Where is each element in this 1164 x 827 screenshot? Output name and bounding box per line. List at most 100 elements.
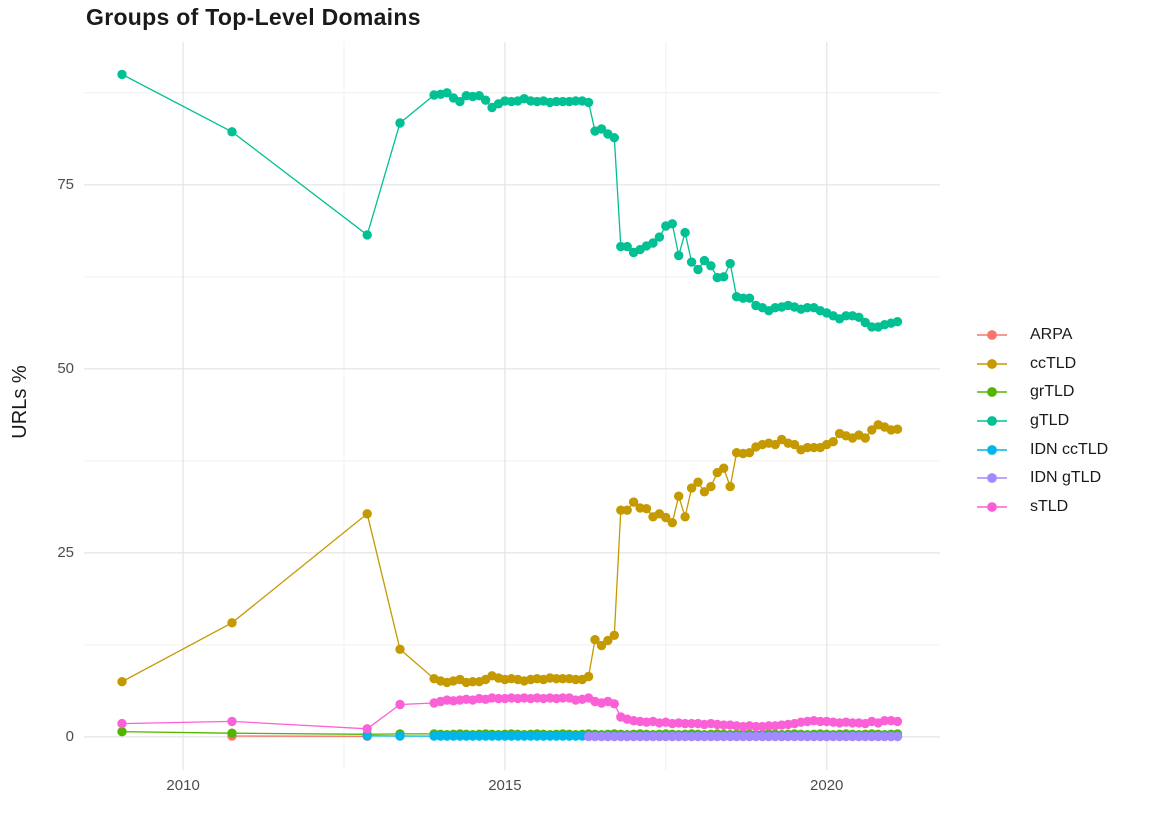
data-point: [117, 69, 127, 80]
series-points-stld: [117, 693, 903, 734]
data-point: [719, 272, 729, 282]
data-point: [558, 731, 568, 741]
data-point: [699, 731, 710, 742]
data-point: [395, 644, 405, 654]
data-point: [628, 731, 639, 742]
data-point: [117, 718, 127, 729]
data-point: [468, 731, 478, 741]
data-point: [892, 731, 903, 742]
legend-item-idn-cctld: IDN ccTLD: [976, 435, 1108, 464]
x-tick-label: 2010: [166, 777, 200, 794]
legend-marker-icon: [977, 501, 1007, 512]
data-point: [480, 95, 491, 105]
data-point: [583, 671, 594, 682]
data-point: [879, 716, 890, 726]
data-point: [227, 728, 237, 738]
chart-panel: [84, 42, 940, 770]
data-point: [609, 133, 619, 143]
data-point: [395, 118, 405, 128]
series-line-gtld: [121, 73, 898, 328]
legend-marker-icon: [977, 416, 1007, 426]
data-point: [789, 731, 800, 742]
data-point: [648, 238, 658, 248]
data-point: [603, 635, 613, 646]
y-tick-label: 0: [65, 727, 74, 745]
legend-label: sTLD: [1030, 497, 1069, 515]
legend-item-idn-gtld: IDN gTLD: [976, 464, 1108, 493]
data-point: [770, 731, 780, 742]
data-point: [725, 481, 735, 492]
data-point: [622, 505, 632, 515]
data-point: [442, 88, 452, 98]
legend-item-grtld: grTLD: [976, 378, 1108, 407]
data-point: [609, 699, 619, 709]
x-tick-label: 2020: [810, 777, 844, 794]
data-point: [860, 731, 870, 742]
data-point: [628, 497, 639, 507]
data-point: [841, 731, 851, 742]
legend-label: IDN gTLD: [1030, 469, 1102, 487]
data-point: [654, 232, 665, 242]
legend-label: gTLD: [1030, 412, 1070, 430]
data-point: [227, 716, 237, 727]
data-point: [667, 518, 677, 528]
data-point: [500, 731, 510, 741]
data-point: [117, 727, 127, 737]
data-point: [661, 512, 671, 523]
data-point: [468, 677, 478, 687]
data-point: [725, 258, 735, 269]
data-point: [699, 255, 710, 266]
data-point: [590, 635, 600, 645]
data-point: [571, 674, 581, 685]
data-point: [455, 96, 465, 107]
data-point: [719, 720, 729, 730]
data-point: [571, 731, 581, 741]
data-point: [686, 483, 697, 493]
series-points-cctld: [117, 420, 903, 688]
data-point: [841, 311, 851, 321]
data-point: [661, 731, 671, 742]
data-point: [892, 424, 903, 434]
data-point: [519, 731, 529, 741]
data-point: [854, 312, 864, 322]
data-point: [583, 97, 594, 108]
data-point: [429, 731, 439, 741]
data-point: [770, 439, 780, 450]
data-point: [879, 731, 890, 742]
data-point: [751, 731, 761, 742]
data-point: [362, 230, 372, 240]
legend-item-stld: sTLD: [976, 493, 1108, 522]
legend-label: IDN ccTLD: [1030, 440, 1109, 458]
series-points-gtld: [117, 69, 903, 332]
data-point: [680, 718, 690, 729]
data-point: [693, 264, 703, 275]
data-point: [860, 433, 870, 443]
data-point: [751, 721, 761, 732]
data-point: [680, 512, 690, 522]
data-point: [558, 96, 568, 107]
legend-item-arpa: ARPA: [976, 321, 1108, 350]
data-point: [590, 731, 600, 742]
data-point: [667, 219, 677, 229]
data-point: [706, 261, 716, 271]
y-tick-label: 75: [57, 175, 74, 193]
data-point: [596, 640, 607, 651]
data-point: [596, 124, 607, 134]
data-point: [828, 437, 838, 447]
data-point: [609, 731, 619, 742]
data-point: [802, 442, 813, 453]
chart-title: Groups of Top-Level Domains: [86, 4, 421, 30]
data-point: [744, 448, 755, 458]
data-point: [362, 731, 372, 741]
data-point: [558, 693, 568, 703]
data-point: [699, 487, 710, 497]
data-point: [362, 509, 372, 519]
data-point: [362, 724, 372, 734]
data-point: [789, 439, 800, 450]
legend-marker-icon: [977, 473, 1007, 484]
legend: ARPA ccTLD grTLD gTLD IDN ccTLD IDN gTLD sTLD: [976, 321, 1108, 521]
legend-label: ccTLD: [1030, 354, 1077, 372]
data-point: [641, 504, 652, 514]
legend-marker-icon: [977, 444, 1007, 455]
